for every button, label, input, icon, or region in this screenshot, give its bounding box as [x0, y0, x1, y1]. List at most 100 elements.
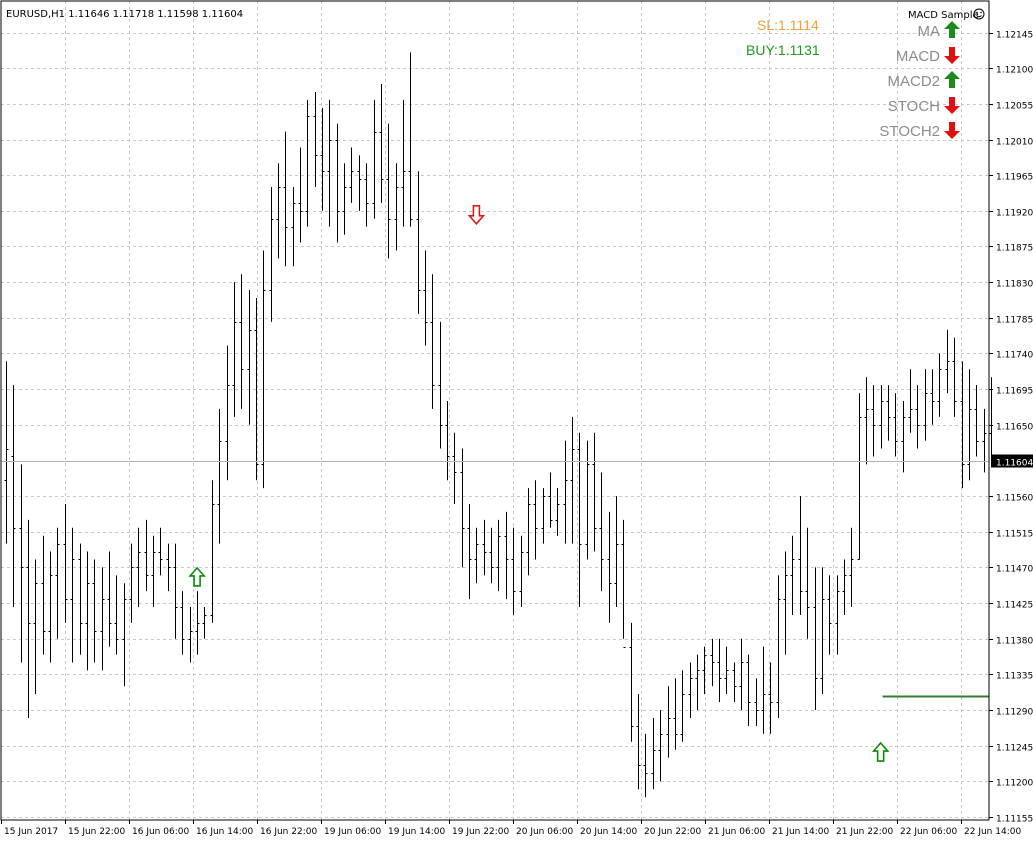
ohlc-bar	[974, 385, 979, 457]
ohlc-bar	[908, 369, 913, 433]
ohlc-bar	[680, 670, 685, 742]
ohlc-bar	[798, 496, 803, 615]
price-axis[interactable]: 1.12145 1.12100 1.12055 1.12010 1.11965 1.119…	[989, 31, 1033, 825]
ohlc-bar	[217, 408, 222, 544]
ohlc-bar	[430, 274, 435, 409]
indicator-label: MACD	[896, 48, 940, 65]
time-tick-label: 20 Jun 14:00	[580, 827, 637, 837]
time-tick-label: 16 Jun 06:00	[132, 827, 189, 837]
red-down-arrow-icon	[944, 122, 960, 139]
time-tick-label: 19 Jun 22:00	[452, 827, 509, 837]
ohlc-bar	[629, 622, 634, 742]
ohlc-bar	[688, 662, 693, 718]
ohlc-bar	[592, 432, 597, 552]
expert-smiley-icon	[973, 8, 985, 20]
price-tick-label: 1.12055	[996, 102, 1033, 112]
ohlc-bar	[283, 131, 288, 267]
ohlc-bar	[166, 543, 171, 592]
time-tick-label: 21 Jun 14:00	[772, 827, 829, 837]
indicator-label: STOCH	[888, 98, 940, 115]
price-tick-label: 1.11920	[996, 209, 1033, 219]
ohlc-bar	[70, 527, 75, 663]
ohlc-bar	[372, 99, 377, 219]
ohlc-bar	[717, 638, 722, 703]
indicator-label: MA	[918, 23, 941, 40]
time-axis[interactable]: 15 Jun 2017 15 Jun 22:00 16 Jun 06:00 16 Ju…	[1, 820, 1022, 837]
ohlc-bar	[541, 488, 546, 544]
ohlc-bar	[871, 385, 876, 457]
price-tick-label: 1.11740	[996, 351, 1033, 361]
ohlc-bar	[423, 250, 428, 346]
ohlc-bar	[85, 551, 90, 671]
price-tick-label: 1.11785	[996, 316, 1033, 326]
stop-loss-label: SL:1.1114	[757, 17, 819, 33]
indicator-row-ma: MA	[918, 21, 960, 40]
ohlc-bar	[254, 297, 259, 481]
ohlc-bar	[651, 717, 656, 790]
price-tick-label: 1.11470	[996, 565, 1033, 575]
ohlc-bar	[144, 519, 149, 592]
ohlc-bar	[666, 686, 671, 758]
ohlc-bar	[136, 527, 141, 608]
price-tick-label: 1.11650	[996, 423, 1033, 433]
ohlc-bar	[55, 527, 60, 639]
ohlc-bar	[636, 694, 641, 790]
ohlc-bar	[519, 535, 524, 608]
ohlc-bar	[114, 575, 119, 655]
price-tick-label: 1.11335	[996, 672, 1033, 682]
ohlc-bar	[320, 107, 325, 211]
ohlc-bar	[724, 646, 729, 695]
ohlc-bar	[827, 575, 832, 655]
ohlc-bar	[695, 654, 700, 711]
ohlc-bar	[467, 504, 472, 600]
ohlc-bar	[901, 401, 906, 473]
ohlc-bar	[835, 575, 840, 655]
ohlc-bar	[394, 163, 399, 251]
ohlc-bar	[504, 511, 509, 600]
ohlc-bar	[776, 575, 781, 718]
indicator-row-macd2: MACD2	[887, 71, 960, 90]
ohlc-bar	[563, 440, 568, 544]
price-tick-label: 1.12145	[996, 31, 1033, 41]
ohlc-bar	[482, 519, 487, 576]
ohlc-bar	[768, 662, 773, 734]
ohlc-bar	[188, 607, 193, 663]
buy-price-label: BUY:1.1131	[746, 42, 820, 58]
ohlc-bar	[754, 678, 759, 726]
ohlc-bar	[496, 519, 501, 592]
ohlc-bar	[19, 464, 24, 663]
time-tick-label: 22 Jun 06:00	[900, 827, 957, 837]
ohlc-bar	[570, 416, 575, 544]
red-down-arrow-icon	[944, 47, 960, 64]
ohlc-bar	[790, 535, 795, 615]
indicator-signals: MA MACD MACD2 STOCH STOCH2	[879, 21, 960, 140]
ohlc-bar	[180, 591, 185, 655]
ohlc-bar	[945, 329, 950, 394]
indicator-label: STOCH2	[879, 123, 940, 140]
expert-advisor-label[interactable]: MACD Sample	[908, 8, 985, 21]
ohlc-bar	[313, 91, 318, 188]
indicator-label: MACD2	[887, 73, 940, 90]
ohlc-bar	[930, 369, 935, 425]
ohlc-bar	[599, 472, 604, 592]
ohlc-bar	[335, 123, 340, 243]
indicator-row-macd: MACD	[896, 47, 960, 65]
expert-smiley-eye-left	[976, 11, 978, 14]
green-up-arrow-icon	[944, 21, 960, 38]
price-tick-label: 1.11155	[996, 815, 1033, 825]
time-tick-label: 20 Jun 22:00	[644, 827, 701, 837]
indicator-row-stoch: STOCH	[888, 97, 960, 115]
time-tick-label: 15 Jun 2017	[4, 827, 58, 837]
ohlc-bar	[92, 559, 97, 663]
ohlc-bar	[291, 187, 296, 267]
current-price-badge	[991, 454, 1033, 468]
time-tick-label: 19 Jun 14:00	[388, 827, 445, 837]
ohlc-bar	[173, 543, 178, 639]
ohlc-bar	[607, 511, 612, 623]
overlays	[1, 204, 989, 762]
expert-smiley-eye-right	[980, 11, 982, 14]
price-tick-label: 1.11425	[996, 601, 1033, 611]
price-tick-label: 1.11515	[996, 530, 1033, 540]
